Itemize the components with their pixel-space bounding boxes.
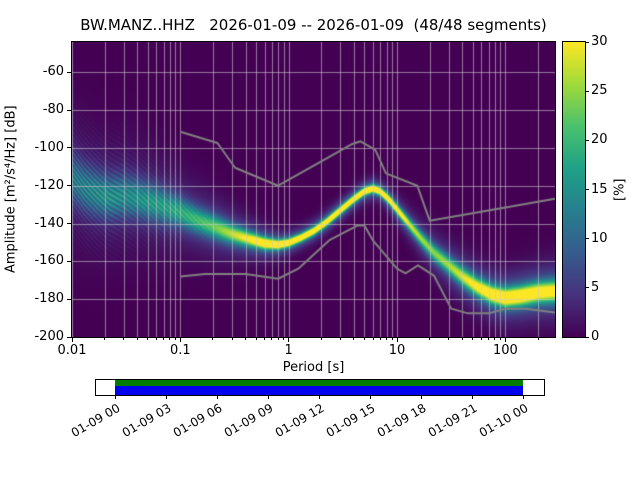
x-minor-tick-mark xyxy=(537,338,539,340)
timeline-tick-mark xyxy=(369,396,371,399)
timeline-tick-mark xyxy=(114,396,116,399)
x-minor-tick-mark xyxy=(391,338,393,340)
colorbar-tick-mark xyxy=(585,238,589,240)
timeline-tick-mark xyxy=(420,396,422,399)
colorbar-tick-label: 15 xyxy=(591,181,608,197)
x-minor-tick-mark xyxy=(245,338,247,340)
x-minor-tick-mark xyxy=(255,338,257,340)
colorbar-tick-mark xyxy=(585,90,589,92)
timeline-tick-mark xyxy=(216,396,218,399)
y-tick-mark xyxy=(67,260,71,262)
timeline-tick-mark xyxy=(165,396,167,399)
y-tick-label: -140 xyxy=(34,215,64,231)
plot-area xyxy=(71,41,556,338)
colorbar-tick-mark xyxy=(585,139,589,141)
timeline-bar xyxy=(95,379,545,396)
timeline-tick-mark xyxy=(522,396,524,399)
x-minor-tick-mark xyxy=(320,338,322,340)
x-tick-mark xyxy=(504,338,506,342)
x-minor-tick-mark xyxy=(104,338,106,340)
y-axis-label: Amplitude [m²/s⁴/Hz] [dB] xyxy=(3,105,19,274)
x-minor-tick-mark xyxy=(386,338,388,340)
chart-title: BW.MANZ..HHZ 2026-01-09 -- 2026-01-09 (4… xyxy=(80,16,547,34)
y-tick-mark xyxy=(67,109,71,111)
x-minor-tick-mark xyxy=(147,338,149,340)
timeline-coverage-green xyxy=(115,380,523,386)
x-minor-tick-mark xyxy=(448,338,450,340)
x-minor-tick-mark xyxy=(339,338,341,340)
x-tick-mark xyxy=(288,338,290,342)
y-tick-mark xyxy=(67,336,71,338)
colorbar-tick-mark xyxy=(585,336,589,338)
x-minor-tick-mark xyxy=(499,338,501,340)
colorbar-tick-label: 5 xyxy=(591,279,600,295)
x-tick-label: 0.1 xyxy=(170,343,191,358)
y-tick-label: -120 xyxy=(34,177,64,193)
x-minor-tick-mark xyxy=(429,338,431,340)
colorbar-tick-mark xyxy=(585,189,589,190)
y-tick-label: -80 xyxy=(42,102,64,118)
timeline-tick-mark xyxy=(318,396,320,399)
x-minor-tick-mark xyxy=(136,338,138,340)
x-minor-tick-mark xyxy=(372,338,374,340)
timeline-tick-mark xyxy=(267,396,269,399)
colorbar-tick-label: 25 xyxy=(591,83,608,99)
timeline-tick-label: 01-09 00 xyxy=(68,400,123,440)
y-tick-label: -200 xyxy=(34,329,64,344)
x-minor-tick-mark xyxy=(353,338,355,340)
y-tick-mark xyxy=(67,71,71,73)
x-minor-tick-mark xyxy=(494,338,496,340)
x-minor-tick-mark xyxy=(363,338,365,340)
colorbar-tick-mark xyxy=(585,41,589,43)
x-minor-tick-mark xyxy=(169,338,171,340)
x-minor-tick-mark xyxy=(379,338,381,340)
colorbar-tick-mark xyxy=(585,287,589,289)
x-tick-label: 10 xyxy=(388,343,406,358)
x-minor-tick-mark xyxy=(461,338,463,340)
x-minor-tick-mark xyxy=(264,338,266,340)
timeline-data-blue xyxy=(115,386,523,395)
y-tick-label: -180 xyxy=(34,291,64,307)
x-tick-label: 0.01 xyxy=(57,343,87,358)
x-minor-tick-mark xyxy=(488,338,490,340)
timeline-tick-mark xyxy=(471,396,473,399)
colorbar-tick-label: 30 xyxy=(591,34,608,49)
y-tick-mark xyxy=(67,298,71,300)
colorbar xyxy=(562,41,586,338)
x-minor-tick-mark xyxy=(155,338,157,340)
colorbar-tick-label: 10 xyxy=(591,230,608,246)
x-minor-tick-mark xyxy=(212,338,214,340)
x-minor-tick-mark xyxy=(472,338,474,340)
x-minor-tick-mark xyxy=(163,338,165,340)
x-tick-mark xyxy=(396,338,398,342)
x-minor-tick-mark xyxy=(231,338,233,340)
y-tick-label: -160 xyxy=(34,253,64,269)
colorbar-tick-label: 0 xyxy=(591,329,600,344)
ppsd-heatmap xyxy=(72,42,555,337)
x-minor-tick-mark xyxy=(174,338,176,340)
x-axis-label: Period [s] xyxy=(282,360,345,375)
x-minor-tick-mark xyxy=(123,338,125,340)
x-tick-label: 100 xyxy=(492,343,518,358)
y-tick-label: -100 xyxy=(34,139,64,155)
y-tick-mark xyxy=(67,223,71,225)
x-tick-label: 1 xyxy=(284,343,293,358)
y-tick-label: -60 xyxy=(42,64,64,80)
x-minor-tick-mark xyxy=(277,338,279,340)
y-tick-mark xyxy=(67,147,71,149)
x-minor-tick-mark xyxy=(283,338,285,340)
x-tick-mark xyxy=(71,338,73,342)
x-minor-tick-mark xyxy=(480,338,482,340)
y-tick-mark xyxy=(67,185,71,187)
colorbar-tick-label: 20 xyxy=(591,132,608,148)
x-tick-mark xyxy=(179,338,181,342)
x-minor-tick-mark xyxy=(271,338,273,340)
